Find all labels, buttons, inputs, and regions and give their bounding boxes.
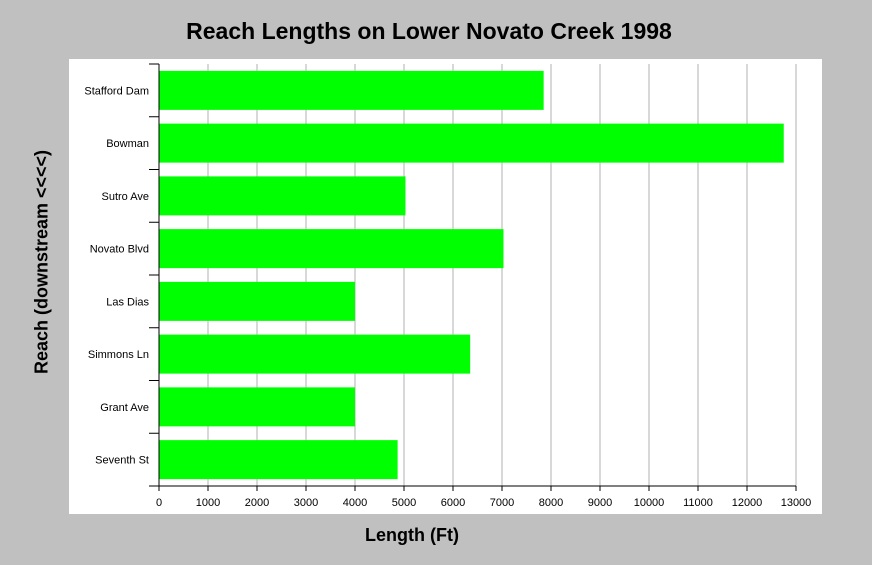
bar (159, 334, 471, 374)
y-tick-label: Novato Blvd (90, 244, 149, 256)
x-tick-label: 12000 (732, 497, 763, 509)
y-tick-label: Sutro Ave (102, 191, 150, 203)
chart-title: Reach Lengths on Lower Novato Creek 1998 (186, 18, 672, 44)
x-tick-label: 0 (156, 497, 162, 509)
x-tick-label: 9000 (588, 497, 612, 509)
y-tick-label: Bowman (106, 138, 149, 150)
y-tick-label: Grant Ave (100, 402, 149, 414)
y-tick-label: Stafford Dam (84, 85, 149, 97)
y-tick-label: Seventh St (95, 455, 149, 467)
x-tick-label: 1000 (196, 497, 220, 509)
bar (159, 123, 784, 163)
x-tick-label: 5000 (392, 497, 416, 509)
y-axis-label: Reach (downstream <<<<) (31, 149, 52, 375)
bar (159, 440, 398, 480)
x-tick-label: 6000 (441, 497, 465, 509)
x-tick-label: 4000 (343, 497, 367, 509)
x-tick-label: 8000 (539, 497, 563, 509)
x-tick-label: 11000 (683, 497, 713, 509)
y-tick-label: Simmons Ln (88, 349, 149, 361)
bar (159, 176, 406, 216)
x-tick-label: 13000 (781, 497, 812, 509)
x-tick-label: 3000 (294, 497, 318, 509)
x-tick-label: 7000 (490, 497, 514, 509)
bar (159, 229, 504, 269)
y-tick-label: Las Dias (106, 296, 149, 308)
bar (159, 387, 355, 427)
x-tick-label: 2000 (245, 497, 269, 509)
x-tick-label: 10000 (634, 497, 665, 509)
x-axis-label: Length (Ft) (365, 525, 459, 545)
bar (159, 70, 544, 110)
bar (159, 281, 355, 321)
